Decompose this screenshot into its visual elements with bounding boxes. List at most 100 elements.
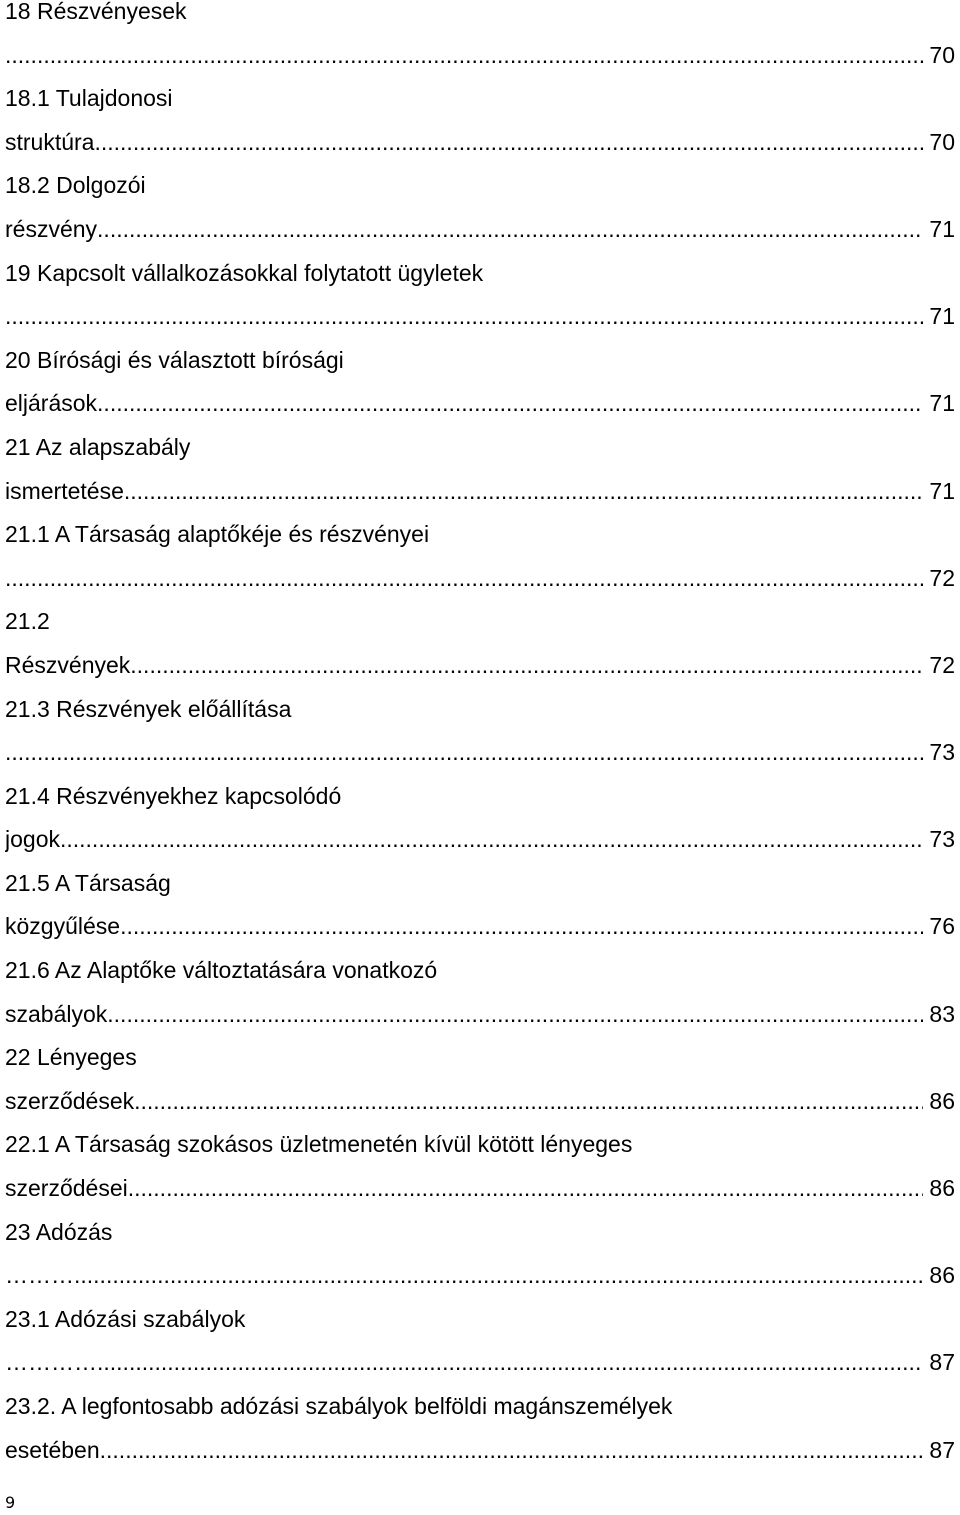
dot-leader	[94, 121, 923, 165]
toc-line: 20 Bírósági és választott bírósági	[5, 339, 955, 383]
table-of-contents: 18 Részvényesek 70 18.1 Tulajdonosi stru…	[5, 0, 955, 1472]
toc-entry-title: 21 Az alapszabály	[5, 433, 191, 460]
toc-line: 21 Az alapszabály	[5, 426, 955, 470]
toc-page-number: 87	[929, 1436, 955, 1463]
toc-line[interactable]: 73	[5, 731, 955, 775]
toc-page-number: 73	[929, 826, 955, 853]
toc-entry-title: részvény	[5, 215, 98, 242]
toc-page-number: 71	[929, 390, 955, 417]
toc-line: 21.5 A Társaság	[5, 862, 955, 906]
dot-leader	[120, 905, 923, 949]
toc-page-number: 71	[929, 215, 955, 242]
toc-entry-title: 21.1 A Társaság alaptőkéje és részvényei	[5, 521, 430, 548]
toc-entry-title: szerződései	[5, 1175, 128, 1202]
toc-entry-title: 21.4 Részvényekhez kapcsolódó	[5, 782, 342, 809]
toc-line[interactable]: ……… 86	[5, 1254, 955, 1298]
toc-entry-title: esetében	[5, 1436, 100, 1463]
toc-entry-title: 21.5 A Társaság	[5, 869, 171, 896]
toc-entry-title: …………	[5, 1349, 97, 1376]
toc-entry-title: 21.3 Részvények előállítása	[5, 695, 292, 722]
toc-line: 21.6 Az Alaptőke változtatására vonatkoz…	[5, 949, 955, 993]
toc-page-number: 70	[929, 41, 955, 68]
dot-leader	[124, 470, 924, 514]
dot-leader	[107, 993, 923, 1037]
toc-line: 21.4 Részvényekhez kapcsolódó	[5, 775, 955, 819]
toc-entry-title: jogok	[5, 826, 60, 853]
toc-line: 18.2 Dolgozói	[5, 164, 955, 208]
toc-line[interactable]: 71	[5, 295, 955, 339]
toc-entry-title: 18.1 Tulajdonosi	[5, 85, 173, 112]
toc-page-number: 87	[929, 1349, 955, 1376]
toc-line: 22 Lényeges	[5, 1036, 955, 1080]
toc-line[interactable]: szerződések 86	[5, 1080, 955, 1124]
toc-line: 23.1 Adózási szabályok	[5, 1298, 955, 1342]
toc-page-number: 86	[929, 1175, 955, 1202]
toc-line[interactable]: 72	[5, 557, 955, 601]
dot-leader	[5, 731, 923, 775]
toc-page-number: 76	[929, 913, 955, 940]
toc-entry-title: Részvények	[5, 651, 131, 678]
toc-page-number: 83	[929, 1000, 955, 1027]
toc-entry-title: 23.1 Adózási szabályok	[5, 1305, 246, 1332]
dot-leader	[134, 1080, 923, 1124]
toc-entry-title: 18.2 Dolgozói	[5, 172, 146, 199]
toc-line[interactable]: struktúra 70	[5, 121, 955, 165]
toc-page-number: 71	[929, 477, 955, 504]
toc-entry-title: struktúra	[5, 128, 95, 155]
toc-page-number: 86	[929, 1087, 955, 1114]
dot-leader	[74, 1254, 923, 1298]
toc-line: 21.3 Részvények előállítása	[5, 688, 955, 732]
toc-entry-title: 23 Adózás	[5, 1218, 113, 1245]
toc-line[interactable]: eljárások 71	[5, 382, 955, 426]
dot-leader	[97, 208, 923, 252]
toc-line: 23 Adózás	[5, 1211, 955, 1255]
toc-line: 19 Kapcsolt vállalkozásokkal folytatott …	[5, 252, 955, 296]
toc-line[interactable]: Részvények 72	[5, 644, 955, 688]
dot-leader	[5, 34, 923, 78]
dot-leader	[97, 382, 923, 426]
toc-line: 18.1 Tulajdonosi	[5, 77, 955, 121]
toc-entry-title: közgyűlése	[5, 913, 121, 940]
dot-leader	[60, 818, 923, 862]
toc-line: 23.2. A legfontosabb adózási szabályok b…	[5, 1385, 955, 1429]
dot-leader	[97, 1341, 923, 1385]
toc-entry-title: 18 Részvényesek	[5, 0, 187, 24]
toc-entry-title: 22 Lényeges	[5, 1044, 137, 1071]
toc-entry-title: eljárások	[5, 390, 98, 417]
toc-line[interactable]: szerződései 86	[5, 1167, 955, 1211]
toc-line: 18 Részvényesek	[5, 0, 955, 34]
toc-entry-title: szabályok	[5, 1000, 108, 1027]
dot-leader	[5, 557, 923, 601]
toc-entry-title: ismertetése	[5, 477, 124, 504]
toc-page-number: 70	[929, 128, 955, 155]
toc-line[interactable]: jogok 73	[5, 818, 955, 862]
toc-entry-title: 22.1 A Társaság szokásos üzletmenetén kí…	[5, 1131, 633, 1158]
toc-line[interactable]: részvény 71	[5, 208, 955, 252]
toc-line: 21.2	[5, 600, 955, 644]
page-number: 9	[5, 1493, 16, 1512]
toc-page-number: 72	[929, 564, 955, 591]
toc-line: 21.1 A Társaság alaptőkéje és részvényei	[5, 513, 955, 557]
toc-line[interactable]: esetében 87	[5, 1429, 955, 1473]
toc-line: 22.1 A Társaság szokásos üzletmenetén kí…	[5, 1123, 955, 1167]
dot-leader	[130, 644, 923, 688]
toc-entry-title: 20 Bírósági és választott bírósági	[5, 346, 344, 373]
toc-entry-title: 23.2. A legfontosabb adózási szabályok b…	[5, 1393, 673, 1419]
toc-line[interactable]: szabályok 83	[5, 993, 955, 1037]
toc-page-number: 72	[929, 651, 955, 678]
toc-entry-title: 21.6 Az Alaptőke változtatására vonatkoz…	[5, 957, 438, 984]
toc-line[interactable]: ………… 87	[5, 1341, 955, 1385]
toc-page-number: 73	[929, 739, 955, 766]
toc-entry-title: szerződések	[5, 1087, 135, 1114]
dot-leader	[5, 295, 923, 339]
toc-entry-title: ………	[5, 1262, 74, 1289]
dot-leader	[128, 1167, 924, 1211]
toc-entry-title: 19 Kapcsolt vállalkozásokkal folytatott …	[5, 259, 484, 286]
toc-line[interactable]: közgyűlése 76	[5, 905, 955, 949]
toc-page-number: 71	[929, 303, 955, 330]
toc-page-number: 86	[929, 1262, 955, 1289]
toc-entry-title: 21.2	[5, 608, 50, 635]
toc-line[interactable]: 70	[5, 34, 955, 78]
toc-line[interactable]: ismertetése 71	[5, 470, 955, 514]
dot-leader	[100, 1429, 924, 1473]
